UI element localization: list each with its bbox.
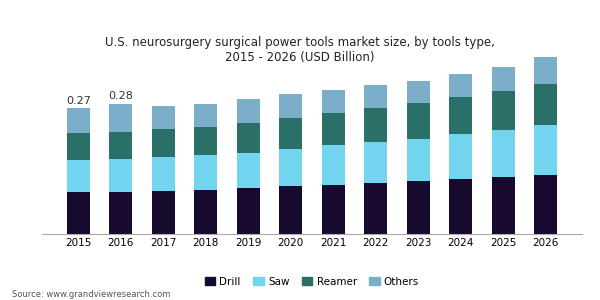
Bar xyxy=(67,192,90,234)
Bar xyxy=(364,142,388,183)
Bar xyxy=(152,157,175,191)
Bar xyxy=(67,133,90,160)
Bar xyxy=(534,125,557,175)
Bar xyxy=(236,123,260,153)
Bar xyxy=(449,97,472,134)
Bar xyxy=(194,104,217,127)
Bar xyxy=(279,149,302,186)
Bar xyxy=(194,155,217,190)
Bar xyxy=(109,192,133,234)
Bar xyxy=(407,80,430,103)
Bar xyxy=(109,104,133,132)
Bar xyxy=(194,190,217,234)
Bar xyxy=(322,112,345,145)
Bar xyxy=(491,67,515,91)
Bar xyxy=(491,130,515,177)
Bar xyxy=(322,185,345,234)
Bar xyxy=(322,145,345,185)
Text: 0.27: 0.27 xyxy=(66,96,91,106)
Bar xyxy=(279,94,302,118)
Bar xyxy=(364,108,388,142)
Bar xyxy=(152,106,175,129)
Bar xyxy=(449,179,472,234)
Bar xyxy=(491,91,515,130)
Bar xyxy=(534,57,557,84)
Bar xyxy=(449,74,472,97)
Bar xyxy=(67,160,90,192)
Bar xyxy=(407,181,430,234)
Text: 0.28: 0.28 xyxy=(108,91,133,101)
Bar xyxy=(407,139,430,181)
Bar xyxy=(236,99,260,123)
Bar xyxy=(194,127,217,155)
Bar xyxy=(67,108,90,133)
Bar xyxy=(152,191,175,234)
Bar xyxy=(534,175,557,234)
Bar xyxy=(322,90,345,112)
Bar xyxy=(236,188,260,234)
Bar xyxy=(407,103,430,139)
Bar xyxy=(364,85,388,108)
Bar xyxy=(491,177,515,234)
Bar xyxy=(152,129,175,157)
Bar xyxy=(109,132,133,159)
Legend: Drill, Saw, Reamer, Others: Drill, Saw, Reamer, Others xyxy=(201,273,423,291)
Text: Source: www.grandviewresearch.com: Source: www.grandviewresearch.com xyxy=(12,290,170,299)
Bar xyxy=(236,153,260,188)
Bar xyxy=(279,118,302,149)
Bar xyxy=(364,183,388,234)
Bar xyxy=(449,134,472,179)
Bar xyxy=(279,186,302,234)
Text: U.S. neurosurgery surgical power tools market size, by tools type,
2015 - 2026 (: U.S. neurosurgery surgical power tools m… xyxy=(105,36,495,64)
Bar xyxy=(109,159,133,192)
Bar xyxy=(534,84,557,125)
